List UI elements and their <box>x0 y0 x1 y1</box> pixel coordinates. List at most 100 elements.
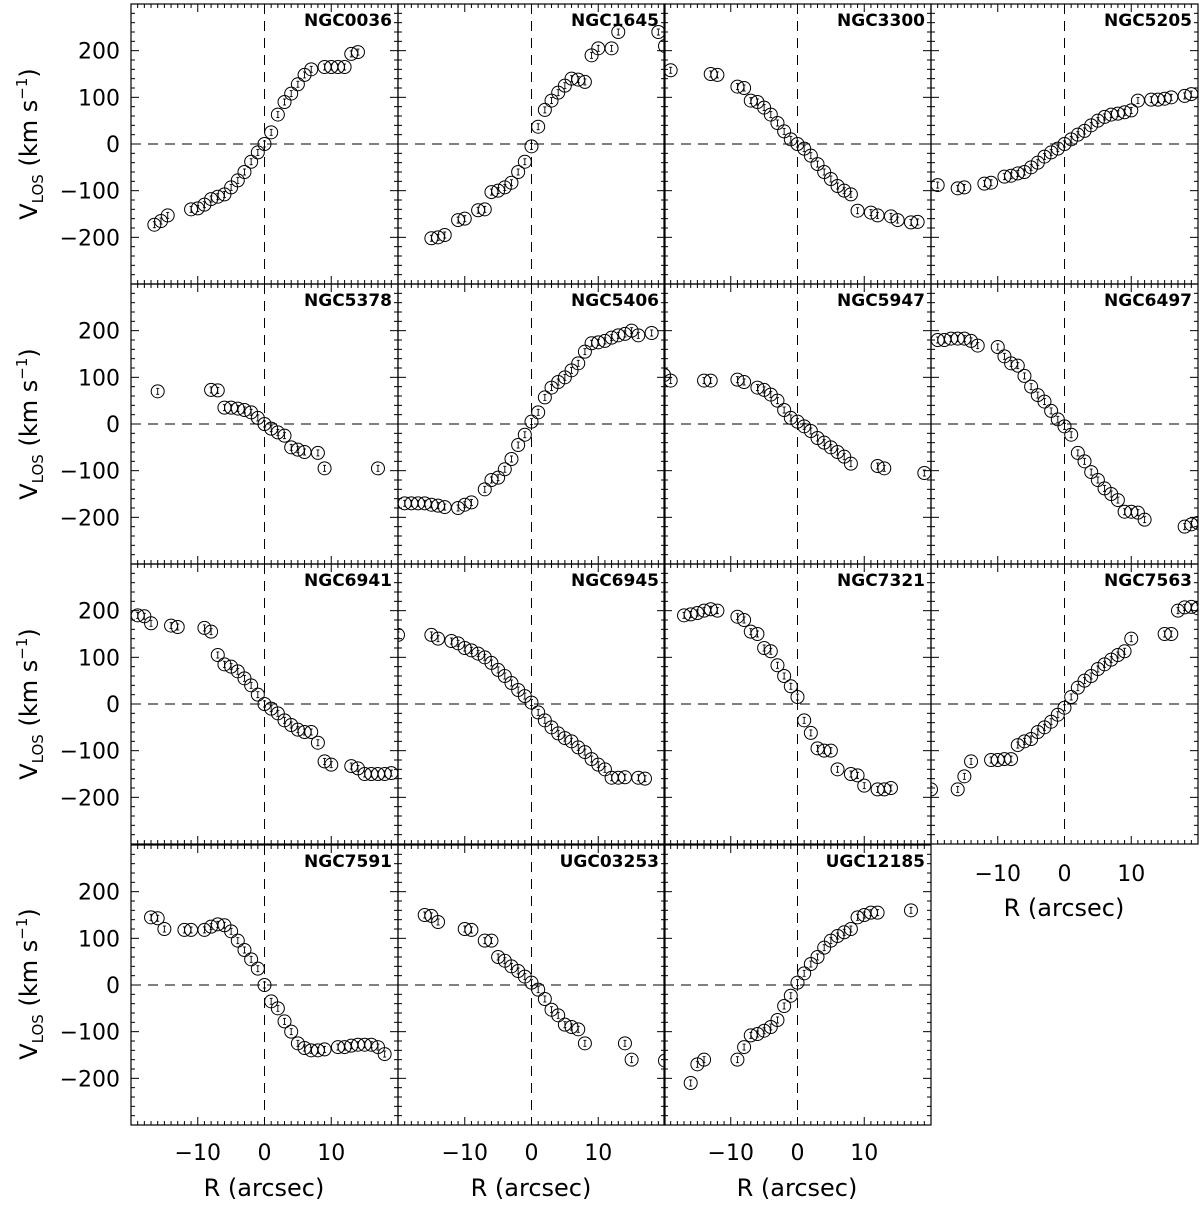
panel-ticks <box>663 563 932 845</box>
y-tick-label: −200 <box>60 786 120 811</box>
data-point <box>1184 87 1198 102</box>
data-point <box>817 940 832 955</box>
data-point <box>777 403 792 417</box>
y-tick-label: 0 <box>106 413 120 438</box>
data-point <box>1177 519 1192 534</box>
data-point <box>304 725 319 739</box>
data-point <box>217 187 232 202</box>
data-point <box>850 203 865 218</box>
data-point <box>150 384 165 399</box>
svg-text:VLOS (km s−1): VLOS (km s−1) <box>13 348 47 500</box>
data-point <box>783 679 798 694</box>
data-point <box>537 713 552 728</box>
data-point <box>157 922 172 936</box>
data-point <box>437 500 452 515</box>
svg-text:VLOS (km s−1): VLOS (km s−1) <box>13 908 47 1060</box>
data-point <box>1070 680 1085 695</box>
data-point <box>317 461 332 476</box>
data-point <box>730 1052 745 1067</box>
data-point <box>770 658 785 673</box>
data-points <box>398 627 652 786</box>
data-point <box>524 695 539 710</box>
data-point <box>743 624 758 639</box>
x-axis-title-col-1: R (arcsec) <box>204 1174 325 1202</box>
panel-title: NGC0036 <box>304 11 392 31</box>
data-point <box>398 627 405 642</box>
panel-title: NGC5947 <box>837 291 925 311</box>
data-point <box>1057 700 1072 715</box>
x-tick-label: −10 <box>442 1141 488 1166</box>
data-point <box>190 201 205 216</box>
data-points <box>931 331 1198 534</box>
data-point <box>150 911 165 926</box>
data-point <box>551 1008 566 1023</box>
data-point <box>364 1037 379 1052</box>
panel-title: NGC7591 <box>304 852 392 872</box>
data-points <box>131 608 398 781</box>
data-point <box>957 769 972 784</box>
data-point <box>997 349 1012 364</box>
data-point <box>264 125 279 140</box>
y-axis-title-row-1: VLOS (km s−1) <box>13 68 47 220</box>
data-point <box>244 154 259 169</box>
data-point <box>464 495 479 510</box>
data-point <box>877 461 892 476</box>
data-point <box>310 445 325 460</box>
data-points <box>664 63 925 230</box>
data-point <box>184 922 199 937</box>
data-point <box>250 687 265 702</box>
data-point <box>770 116 785 130</box>
y-tick-label: 200 <box>78 881 120 906</box>
x-axis-title-col-2: R (arcsec) <box>471 1174 592 1202</box>
data-point <box>497 462 512 477</box>
x-tick-label: 0 <box>525 1141 539 1166</box>
data-point <box>237 403 252 417</box>
data-point <box>810 950 825 964</box>
y-tick-label: −200 <box>60 226 120 251</box>
data-point <box>290 442 305 457</box>
data-point <box>577 1036 592 1051</box>
data-point <box>931 782 938 797</box>
x-tick-label: 0 <box>1058 862 1072 887</box>
panel-title: UGC03253 <box>560 852 659 872</box>
data-point <box>230 401 245 416</box>
data-point <box>697 1052 712 1067</box>
x-axis-title-col-3: R (arcsec) <box>737 1174 858 1202</box>
data-point <box>571 1022 586 1037</box>
data-point <box>1110 493 1125 508</box>
data-point <box>537 102 552 117</box>
panel-ngc6497: NGC6497 <box>930 283 1199 565</box>
panel-title: NGC6941 <box>304 571 392 591</box>
y-tick-label: 200 <box>78 320 120 345</box>
data-point <box>803 957 818 971</box>
panel-title: NGC1645 <box>571 11 659 31</box>
data-point <box>957 331 972 346</box>
data-point <box>504 452 519 466</box>
x-axis-title-col-4: R (arcsec) <box>1004 894 1125 922</box>
data-point <box>250 145 265 160</box>
data-point <box>624 1052 639 1067</box>
data-point <box>257 978 272 992</box>
panel-ngc5378: NGC5378 <box>130 283 399 565</box>
data-point <box>631 328 646 343</box>
data-point <box>1057 137 1072 151</box>
data-point <box>737 81 752 95</box>
data-point <box>810 157 825 172</box>
svg-text:VLOS (km s−1): VLOS (km s−1) <box>13 628 47 780</box>
data-point <box>484 473 499 487</box>
panel-title: NGC5205 <box>1104 11 1192 31</box>
data-point <box>1090 473 1105 487</box>
data-point <box>1191 515 1198 530</box>
data-point <box>264 994 279 1009</box>
data-point <box>531 405 546 420</box>
y-axis-title-row-2: VLOS (km s−1) <box>13 348 47 500</box>
x-tick-label: −10 <box>975 862 1021 887</box>
y-tick-label: 0 <box>106 974 120 999</box>
data-point <box>137 609 152 624</box>
data-point <box>277 95 292 109</box>
data-point <box>710 67 725 82</box>
data-point <box>870 459 885 473</box>
data-point <box>1070 445 1085 460</box>
data-point <box>337 60 352 74</box>
data-point <box>810 741 825 756</box>
